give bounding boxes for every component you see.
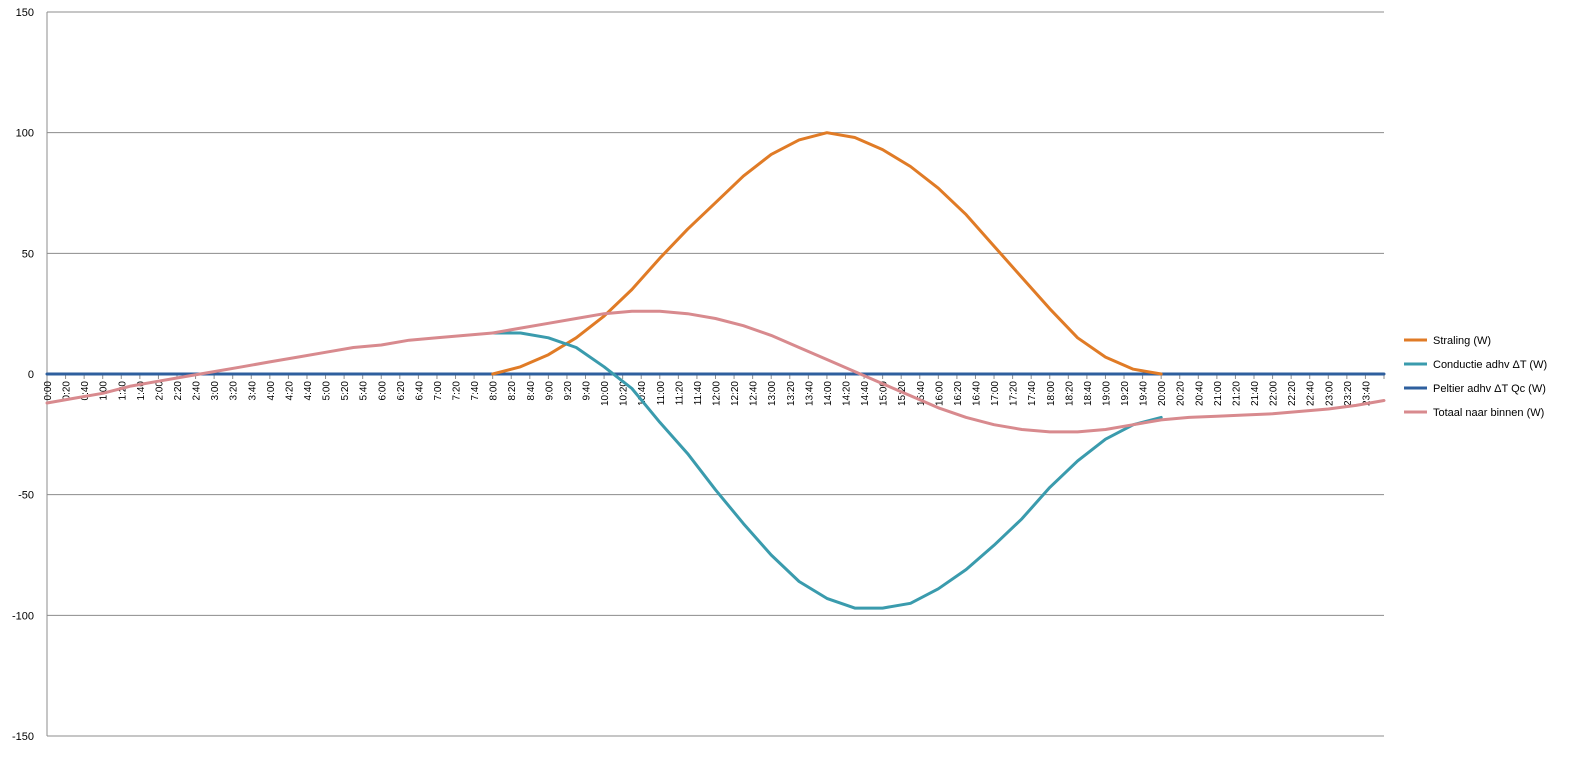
x-tick-label: 6:40 xyxy=(414,381,425,401)
x-tick-label: 22:40 xyxy=(1306,381,1317,406)
x-tick-label: 2:40 xyxy=(192,381,203,401)
x-tick-label: 8:40 xyxy=(526,381,537,401)
x-tick-label: 18:00 xyxy=(1046,381,1057,406)
x-tick-label: 15:00 xyxy=(879,381,890,406)
x-tick-label: 19:00 xyxy=(1101,381,1112,406)
x-tick-label: 0:00 xyxy=(43,381,54,401)
x-tick-label: 5:20 xyxy=(340,381,351,401)
x-tick-label: 7:20 xyxy=(452,381,463,401)
legend-label-2: Peltier adhv ΔT Qc (W) xyxy=(1433,383,1546,395)
x-tick-label: 21:00 xyxy=(1213,381,1224,406)
x-tick-label: 11:20 xyxy=(674,381,685,406)
x-tick-label: 4:40 xyxy=(303,381,314,401)
x-tick-label: 22:00 xyxy=(1269,381,1280,406)
x-tick-label: 18:20 xyxy=(1064,381,1075,406)
x-tick-label: 23:00 xyxy=(1324,381,1335,406)
x-tick-label: 9:20 xyxy=(563,381,574,401)
x-tick-label: 14:00 xyxy=(823,381,834,406)
x-tick-labels: 0:00 0:20 0:40 1:00 1:20 1:40 2:00 2:20 2:40 3:00… xyxy=(43,381,1372,406)
x-tick-label: 10:00 xyxy=(600,381,611,406)
x-tick-label: 3:20 xyxy=(229,381,240,401)
x-tick-label: 23:40 xyxy=(1361,381,1372,406)
x-tick-label: 10:40 xyxy=(637,381,648,406)
x-tick-label: 23:20 xyxy=(1343,381,1354,406)
x-tick-label: 20:40 xyxy=(1194,381,1205,406)
y-tick-label: 100 xyxy=(16,128,34,140)
x-tick-label: 17:20 xyxy=(1009,381,1020,406)
x-tick-label: 9:00 xyxy=(544,381,555,401)
x-tick-label: 12:00 xyxy=(712,381,723,406)
x-tick-label: 15:40 xyxy=(916,381,927,406)
x-tick-label: 5:00 xyxy=(322,381,333,401)
x-tick-label: 16:00 xyxy=(934,381,945,406)
x-tick-label: 8:20 xyxy=(507,381,518,401)
x-tick-label: 13:20 xyxy=(786,381,797,406)
x-tick-label: 9:40 xyxy=(582,381,593,401)
x-tick-label: 2:00 xyxy=(154,381,165,401)
x-tick-label: 4:00 xyxy=(266,381,277,401)
series-lines xyxy=(45,131,1386,610)
series-line-3 xyxy=(45,309,1386,434)
x-tick-label: 11:00 xyxy=(656,381,667,406)
x-tick-label: 12:40 xyxy=(749,381,760,406)
x-tick-label: 17:40 xyxy=(1027,381,1038,406)
x-tick-label: 12:20 xyxy=(730,381,741,406)
x-tick-label: 13:00 xyxy=(767,381,778,406)
legend-label-3: Totaal naar binnen (W) xyxy=(1433,407,1544,419)
x-tick-label: 3:00 xyxy=(210,381,221,401)
x-tick-label: 0:20 xyxy=(62,381,73,401)
x-tick-label: 19:40 xyxy=(1139,381,1150,406)
x-tick-label: 6:00 xyxy=(377,381,388,401)
x-tick-label: 13:40 xyxy=(804,381,815,406)
x-tick-label: 8:00 xyxy=(489,381,500,401)
x-tick-label: 5:40 xyxy=(359,381,370,401)
x-tick-label: 20:00 xyxy=(1157,381,1168,406)
x-tick-label: 22:20 xyxy=(1287,381,1298,406)
x-tick-label: 6:20 xyxy=(396,381,407,401)
x-tick-label: 1:00 xyxy=(99,381,110,401)
series-line-0 xyxy=(491,131,1163,376)
x-tick-label: 0:40 xyxy=(80,381,91,401)
x-tick-label: 3:40 xyxy=(247,381,258,401)
y-tick-label: 50 xyxy=(22,248,34,260)
x-tick-label: 10:20 xyxy=(619,381,630,406)
legend: Straling (W) Conductie adhv ΔT (W) Peltier… xyxy=(1404,335,1547,419)
y-tick-labels: 150 100 50 0 -50 -100 -150 xyxy=(12,7,34,743)
x-tick-label: 4:20 xyxy=(284,381,295,401)
x-tick-label: 2:20 xyxy=(173,381,184,401)
x-tick-label: 11:40 xyxy=(693,381,704,406)
x-tick-label: 7:00 xyxy=(433,381,444,401)
x-tick-label: 14:40 xyxy=(860,381,871,406)
x-tick-label: 20:20 xyxy=(1176,381,1187,406)
x-tick-label: 14:20 xyxy=(841,381,852,406)
x-tick-label: 16:20 xyxy=(953,381,964,406)
y-tick-label: -50 xyxy=(18,490,34,502)
x-tick-label: 1:20 xyxy=(117,381,128,401)
y-tick-label: 0 xyxy=(28,369,34,381)
series-line-1 xyxy=(491,331,1163,610)
x-tick-label: 1:40 xyxy=(136,381,147,401)
y-tick-label: -150 xyxy=(12,731,34,743)
legend-label-0: Straling (W) xyxy=(1433,335,1491,347)
x-tick-label: 21:40 xyxy=(1250,381,1261,406)
legend-label-1: Conductie adhv ΔT (W) xyxy=(1433,359,1547,371)
y-tick-label: -100 xyxy=(12,610,34,622)
gridlines xyxy=(47,11,1384,737)
x-tick-label: 17:00 xyxy=(990,381,1001,406)
x-tick-label: 21:20 xyxy=(1231,381,1242,406)
x-tick-label: 7:40 xyxy=(470,381,481,401)
y-tick-label: 150 xyxy=(16,7,34,19)
x-tick-label: 16:40 xyxy=(971,381,982,406)
x-tick-label: 18:40 xyxy=(1083,381,1094,406)
x-tick-label: 19:20 xyxy=(1120,381,1131,406)
